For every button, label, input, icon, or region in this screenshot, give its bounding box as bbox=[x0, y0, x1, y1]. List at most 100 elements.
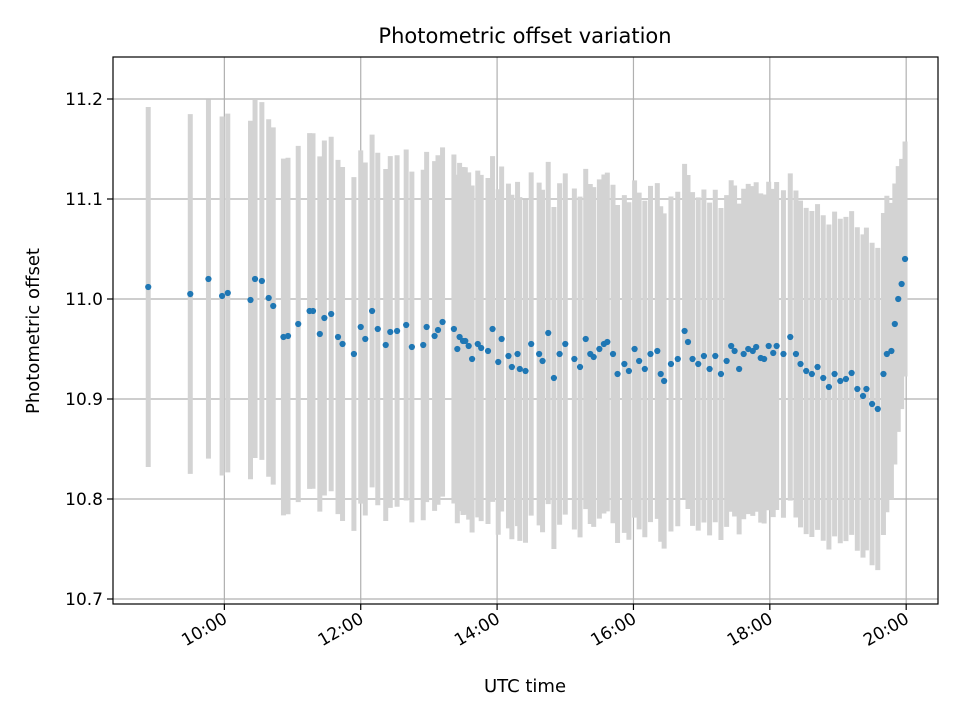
data-point bbox=[374, 325, 381, 333]
data-point bbox=[528, 340, 535, 348]
data-point bbox=[478, 344, 485, 352]
data-point bbox=[489, 325, 496, 333]
data-point bbox=[387, 328, 394, 336]
y-tick-label: 10.7 bbox=[65, 590, 103, 610]
data-point bbox=[808, 370, 815, 378]
data-point bbox=[295, 320, 302, 328]
data-point bbox=[780, 350, 787, 358]
data-point bbox=[848, 369, 855, 377]
data-point bbox=[328, 310, 335, 318]
data-point bbox=[657, 370, 664, 378]
data-point bbox=[545, 329, 552, 337]
data-point bbox=[636, 357, 643, 365]
data-point bbox=[508, 363, 515, 371]
data-point bbox=[614, 370, 621, 378]
data-point bbox=[667, 360, 675, 368]
y-tick-label: 11.0 bbox=[65, 290, 103, 310]
data-point bbox=[770, 349, 777, 357]
data-point bbox=[339, 340, 346, 348]
data-point bbox=[625, 367, 633, 375]
data-point bbox=[684, 338, 692, 346]
data-point bbox=[258, 277, 265, 285]
data-point bbox=[562, 340, 569, 348]
data-point bbox=[723, 357, 730, 365]
data-point bbox=[393, 327, 401, 335]
data-point bbox=[205, 275, 212, 283]
data-point bbox=[736, 365, 743, 373]
data-point bbox=[681, 327, 688, 335]
data-point bbox=[576, 363, 584, 371]
data-point bbox=[641, 365, 648, 373]
data-point bbox=[350, 350, 358, 358]
data-point bbox=[439, 318, 446, 326]
data-point bbox=[536, 350, 543, 358]
data-point bbox=[901, 255, 909, 263]
data-point bbox=[825, 383, 833, 391]
data-point bbox=[431, 332, 438, 340]
y-axis-title: Photometric offset bbox=[23, 248, 44, 414]
data-point bbox=[468, 355, 476, 363]
data-point bbox=[434, 326, 442, 334]
x-axis-title: UTC time bbox=[484, 676, 566, 697]
data-point bbox=[550, 374, 558, 382]
data-point bbox=[695, 360, 702, 368]
data-point bbox=[484, 347, 492, 355]
data-point bbox=[740, 350, 747, 358]
data-point bbox=[712, 352, 719, 360]
data-point bbox=[647, 350, 654, 358]
data-point bbox=[590, 353, 597, 361]
data-point bbox=[357, 323, 364, 331]
data-point bbox=[837, 377, 844, 385]
data-point bbox=[689, 355, 696, 363]
data-point bbox=[265, 294, 272, 302]
data-point bbox=[495, 358, 502, 366]
data-point bbox=[224, 289, 231, 297]
data-point bbox=[773, 342, 780, 350]
data-point bbox=[674, 355, 681, 363]
data-point bbox=[874, 405, 881, 413]
data-point bbox=[792, 350, 800, 358]
chart-title: Photometric offset variation bbox=[378, 24, 671, 48]
data-points bbox=[145, 255, 909, 413]
data-point bbox=[408, 343, 415, 351]
data-point bbox=[761, 355, 768, 363]
data-point bbox=[362, 335, 369, 343]
data-point bbox=[334, 333, 342, 341]
data-point bbox=[898, 280, 905, 288]
data-point bbox=[420, 341, 427, 349]
data-point bbox=[863, 385, 870, 393]
data-point bbox=[631, 345, 638, 353]
data-point bbox=[498, 335, 505, 343]
data-point bbox=[321, 314, 328, 322]
data-point bbox=[883, 350, 890, 358]
data-point bbox=[522, 367, 529, 375]
data-point bbox=[728, 342, 735, 350]
data-point bbox=[753, 343, 760, 351]
data-point bbox=[505, 352, 512, 360]
data-point bbox=[284, 332, 292, 340]
data-point bbox=[859, 392, 867, 400]
data-point bbox=[247, 296, 254, 304]
data-point bbox=[309, 307, 317, 315]
data-point bbox=[820, 374, 827, 382]
data-point bbox=[765, 342, 772, 350]
data-point bbox=[571, 355, 578, 363]
data-point bbox=[145, 283, 152, 291]
data-point bbox=[556, 350, 563, 358]
data-point bbox=[888, 347, 895, 355]
data-point bbox=[465, 342, 472, 350]
data-point bbox=[814, 363, 821, 371]
data-point bbox=[582, 335, 589, 343]
data-point bbox=[661, 377, 668, 385]
data-point bbox=[797, 360, 804, 368]
data-point bbox=[539, 357, 546, 365]
data-point bbox=[514, 350, 521, 358]
data-point bbox=[891, 320, 898, 328]
data-point bbox=[700, 352, 708, 360]
data-point bbox=[403, 321, 410, 329]
data-point bbox=[423, 323, 430, 331]
data-point bbox=[717, 370, 725, 378]
data-point bbox=[454, 345, 461, 353]
data-point bbox=[462, 337, 469, 345]
